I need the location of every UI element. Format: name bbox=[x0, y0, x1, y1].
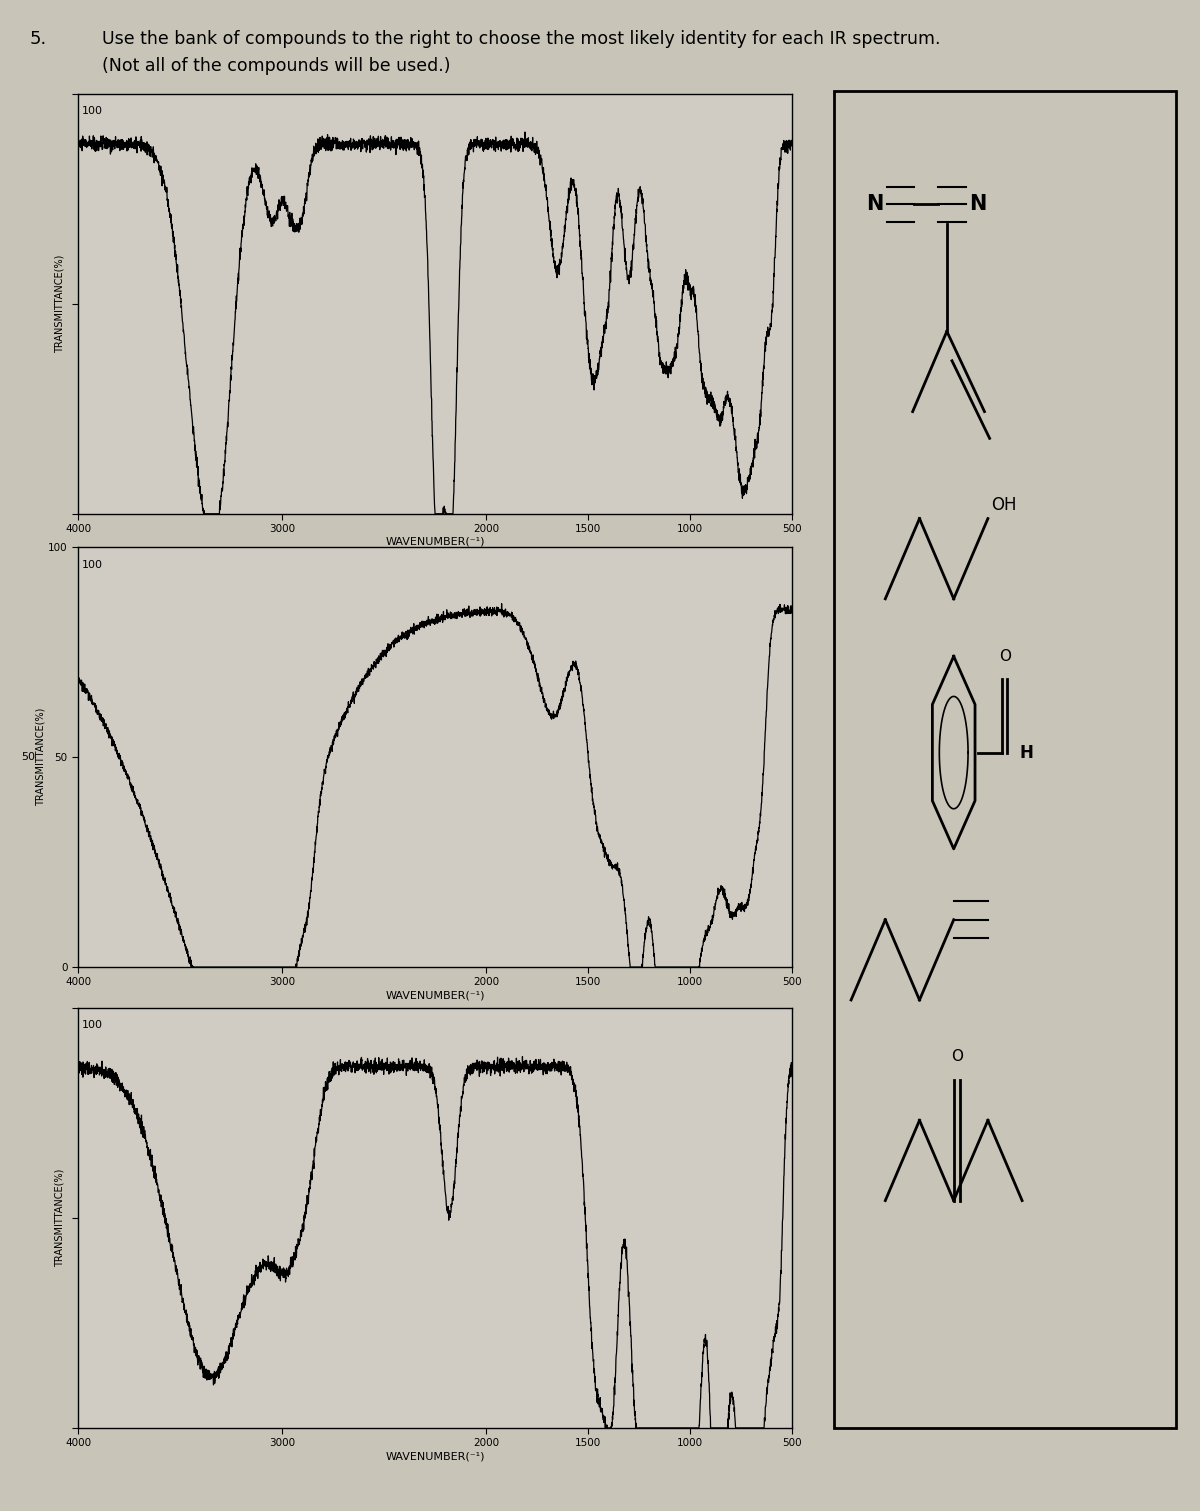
Text: N: N bbox=[968, 195, 986, 215]
Y-axis label: TRANSMITTANCE(%): TRANSMITTANCE(%) bbox=[55, 1168, 65, 1268]
Text: 5.: 5. bbox=[30, 30, 47, 48]
Text: (Not all of the compounds will be used.): (Not all of the compounds will be used.) bbox=[102, 57, 450, 76]
Text: 100: 100 bbox=[82, 106, 102, 116]
Text: 50: 50 bbox=[22, 752, 35, 762]
Y-axis label: TRANSMITTANCE(%): TRANSMITTANCE(%) bbox=[55, 254, 65, 354]
Text: Use the bank of compounds to the right to choose the most likely identity for ea: Use the bank of compounds to the right t… bbox=[102, 30, 941, 48]
X-axis label: WAVENUMBER(⁻¹): WAVENUMBER(⁻¹) bbox=[385, 990, 485, 1000]
Text: OH: OH bbox=[991, 496, 1016, 514]
Text: 100: 100 bbox=[82, 1020, 102, 1031]
X-axis label: WAVENUMBER(⁻¹): WAVENUMBER(⁻¹) bbox=[385, 536, 485, 547]
Text: O: O bbox=[950, 1049, 962, 1064]
Bar bbox=[834, 91, 1176, 1428]
Text: N: N bbox=[866, 195, 883, 215]
Text: 100: 100 bbox=[82, 559, 102, 570]
X-axis label: WAVENUMBER(⁻¹): WAVENUMBER(⁻¹) bbox=[385, 1451, 485, 1461]
Y-axis label: TRANSMITTANCE(%): TRANSMITTANCE(%) bbox=[35, 707, 46, 807]
Text: O: O bbox=[998, 648, 1010, 663]
Text: H: H bbox=[1019, 743, 1033, 762]
